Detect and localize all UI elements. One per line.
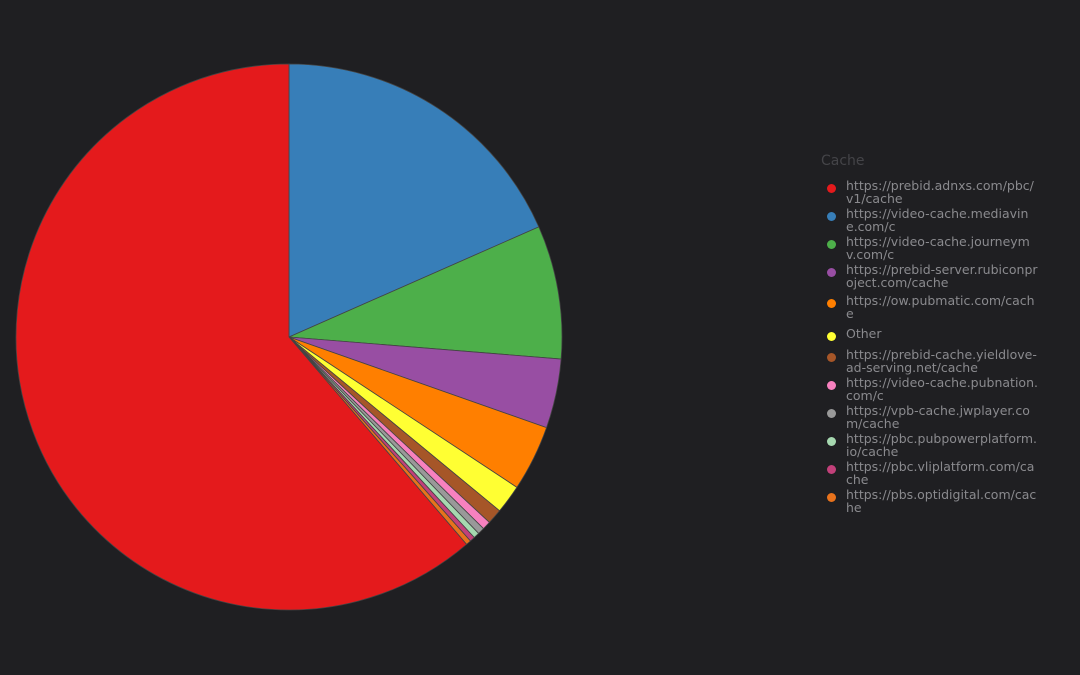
legend-label: https://video-cache.pubnation.com/c <box>846 375 1038 403</box>
legend-item[interactable]: https://video-cache.mediavine.com/c <box>821 207 1051 233</box>
pie-slice[interactable] <box>15 63 468 611</box>
legend-item[interactable]: https://vpb-cache.jwplayer.com/cache <box>821 404 1051 430</box>
legend-item[interactable]: https://ow.pubmatic.com/cache <box>821 294 1051 320</box>
legend-marker-icon <box>827 240 836 249</box>
legend-label: https://ow.pubmatic.com/cache <box>846 293 1035 321</box>
pie-chart <box>15 63 563 611</box>
legend-label: https://vpb-cache.jwplayer.com/cache <box>846 403 1030 431</box>
legend-item[interactable]: Other <box>821 327 1051 341</box>
legend-title: Cache <box>821 153 865 169</box>
legend: Cache https://prebid.adnxs.com/pbc/v1/ca… <box>821 153 1051 516</box>
legend-item[interactable]: https://prebid-server.rubiconproject.com… <box>821 263 1051 289</box>
legend-marker-icon <box>827 184 836 193</box>
legend-item[interactable]: https://prebid-cache.yieldlove-ad-servin… <box>821 348 1051 374</box>
legend-item[interactable]: https://video-cache.pubnation.com/c <box>821 376 1051 402</box>
legend-label: https://pbc.vliplatform.com/cache <box>846 459 1035 487</box>
legend-label: https://video-cache.mediavine.com/c <box>846 206 1029 234</box>
legend-marker-icon <box>827 353 836 362</box>
legend-label: Other <box>846 326 882 341</box>
legend-marker-icon <box>827 409 836 418</box>
legend-marker-icon <box>827 212 836 221</box>
legend-item[interactable]: https://pbs.optidigital.com/cache <box>821 488 1051 514</box>
legend-marker-icon <box>827 332 836 341</box>
legend-label: https://pbc.pubpowerplatform.io/cache <box>846 431 1038 459</box>
legend-item[interactable]: https://pbc.vliplatform.com/cache <box>821 460 1051 486</box>
pie-slice[interactable] <box>288 63 540 338</box>
legend-item[interactable]: https://prebid.adnxs.com/pbc/v1/cache <box>821 179 1051 205</box>
legend-marker-icon <box>827 493 836 502</box>
pie-slice[interactable] <box>288 226 563 360</box>
legend-marker-icon <box>827 437 836 446</box>
legend-label: https://pbs.optidigital.com/cache <box>846 487 1037 515</box>
legend-marker-icon <box>827 268 836 277</box>
legend-marker-icon <box>827 381 836 390</box>
legend-label: https://video-cache.journeymv.com/c <box>846 234 1030 262</box>
legend-label: https://prebid-cache.yieldlove-ad-servin… <box>846 347 1037 375</box>
legend-label: https://prebid.adnxs.com/pbc/v1/cache <box>846 178 1034 206</box>
legend-item[interactable]: https://video-cache.journeymv.com/c <box>821 235 1051 261</box>
legend-item[interactable]: https://pbc.pubpowerplatform.io/cache <box>821 432 1051 458</box>
legend-marker-icon <box>827 299 836 308</box>
legend-label: https://prebid-server.rubiconproject.com… <box>846 262 1038 290</box>
legend-marker-icon <box>827 465 836 474</box>
